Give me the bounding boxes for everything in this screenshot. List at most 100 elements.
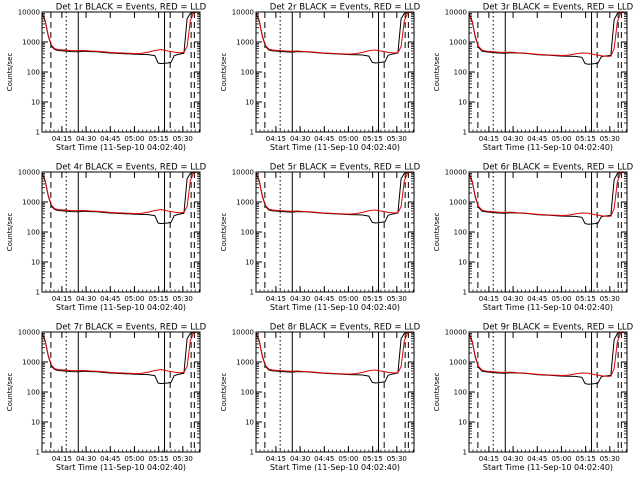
x-tick-label: 04:15 [52,295,72,303]
x-tick-label: 04:45 [527,455,547,463]
y-tick-label: 100 [454,389,467,397]
x-tick-label: 05:00 [551,135,571,143]
x-axis-label: Start Time (11-Sep-10 04:02:40) [483,463,613,472]
x-axis-label: Start Time (11-Sep-10 04:02:40) [270,143,400,152]
x-tick-label: 04:30 [76,455,96,463]
panel-title: Det 9r BLACK = Events, RED = LLD [483,323,634,333]
x-tick-label: 04:45 [100,135,120,143]
x-tick-label: 04:45 [314,135,334,143]
x-tick-label: 05:00 [338,135,358,143]
x-tick-label: 05:30 [173,135,193,143]
y-tick-label: 10000 [445,169,467,177]
x-tick-label: 05:30 [600,295,620,303]
y-axis: 1 10 100 1000 10000 [232,169,414,297]
series-events-line [469,12,627,65]
x-tick-label: 05:00 [338,295,358,303]
chart-panel-3: 1 10 100 1000 10000 04:15 04:30 04:45 05:00 05:15… [433,3,634,153]
chart-panel-2: 1 10 100 1000 10000 04:15 04:30 04:45 05:00 05:15… [220,3,421,153]
y-tick-label: 10000 [18,169,40,177]
chart-panel-5: 1 10 100 1000 10000 04:15 04:30 04:45 05:00 05:15… [220,163,421,313]
x-tick-label: 05:15 [363,295,383,303]
y-tick-label: 10 [458,419,467,427]
y-tick-label: 1000 [449,359,467,367]
y-axis: 1 10 100 1000 10000 [18,169,200,297]
x-tick-label: 04:45 [100,295,120,303]
y-tick-label: 100 [27,389,40,397]
x-tick-label: 04:15 [479,135,499,143]
y-tick-label: 10000 [18,9,40,17]
x-tick-label: 05:15 [363,135,383,143]
x-axis: 04:15 04:30 04:45 05:00 05:15 05:30 [468,12,627,143]
x-tick-label: 04:45 [314,295,334,303]
chart-panel-8: 1 10 100 1000 10000 04:15 04:30 04:45 05:00 05:15… [220,323,421,473]
y-tick-label: 1 [36,129,40,137]
x-tick-label: 05:15 [363,455,383,463]
panel-title: Det 3r BLACK = Events, RED = LLD [483,3,634,13]
y-tick-label: 1 [463,129,467,137]
x-tick-label: 04:30 [76,135,96,143]
x-tick-label: 04:45 [100,455,120,463]
x-tick-label: 04:15 [479,455,499,463]
y-tick-label: 100 [454,229,467,237]
y-axis-label: Counts/sec [6,53,14,92]
y-tick-label: 10 [458,99,467,107]
vertical-markers [469,12,627,132]
panel-title: Det 4r BLACK = Events, RED = LLD [56,163,207,173]
y-axis: 1 10 100 1000 10000 [445,329,627,457]
x-tick-label: 04:30 [503,295,523,303]
y-tick-label: 1000 [22,199,40,207]
x-tick-label: 05:30 [387,295,407,303]
x-tick-label: 04:30 [290,295,310,303]
x-tick-label: 05:15 [576,135,596,143]
chart-panel-9: 1 10 100 1000 10000 04:15 04:30 04:45 05:00 05:15… [433,323,634,473]
x-tick-label: 05:15 [149,455,169,463]
y-tick-label: 1000 [22,359,40,367]
x-axis-label: Start Time (11-Sep-10 04:02:40) [56,143,186,152]
y-tick-label: 10000 [232,169,254,177]
vertical-markers [256,12,414,132]
series-lld-line [469,12,627,57]
y-tick-label: 100 [27,69,40,77]
x-tick-label: 04:30 [290,135,310,143]
y-tick-label: 10 [31,99,40,107]
y-tick-label: 1 [250,449,254,457]
y-tick-label: 1 [250,289,254,297]
x-axis-label: Start Time (11-Sep-10 04:02:40) [483,143,613,152]
y-tick-label: 100 [241,389,254,397]
x-tick-label: 04:45 [527,295,547,303]
series-events-line [256,12,414,64]
series-events-line [469,332,627,385]
x-tick-label: 04:15 [52,135,72,143]
x-tick-label: 04:30 [76,295,96,303]
panel-title: Det 7r BLACK = Events, RED = LLD [56,323,207,333]
series-lld-line [469,172,627,217]
x-axis-label: Start Time (11-Sep-10 04:02:40) [483,303,613,312]
x-tick-label: 04:30 [503,455,523,463]
y-tick-label: 100 [27,229,40,237]
y-tick-label: 1 [36,289,40,297]
series-lld-line [469,332,627,377]
series-events-line [42,332,200,385]
y-axis-label: Counts/sec [6,213,14,252]
x-tick-label: 05:30 [173,295,193,303]
y-tick-label: 1000 [236,39,254,47]
y-tick-label: 10 [31,419,40,427]
x-tick-label: 05:00 [124,455,144,463]
vertical-markers [42,332,200,452]
vertical-markers [42,12,200,132]
panel-title: Det 5r BLACK = Events, RED = LLD [270,163,421,173]
x-tick-label: 05:30 [387,135,407,143]
x-tick-label: 05:00 [124,135,144,143]
panel-title: Det 8r BLACK = Events, RED = LLD [270,323,421,333]
x-tick-label: 05:15 [576,455,596,463]
y-tick-label: 10000 [18,329,40,337]
y-axis-label: Counts/sec [220,213,228,252]
x-tick-label: 05:30 [173,455,193,463]
y-tick-label: 10000 [445,9,467,17]
x-axis-label: Start Time (11-Sep-10 04:02:40) [270,303,400,312]
x-tick-label: 05:15 [576,295,596,303]
y-axis: 1 10 100 1000 10000 [445,9,627,137]
x-axis: 04:15 04:30 04:45 05:00 05:15 05:30 [468,172,627,303]
y-tick-label: 1 [36,449,40,457]
x-tick-label: 05:00 [551,295,571,303]
